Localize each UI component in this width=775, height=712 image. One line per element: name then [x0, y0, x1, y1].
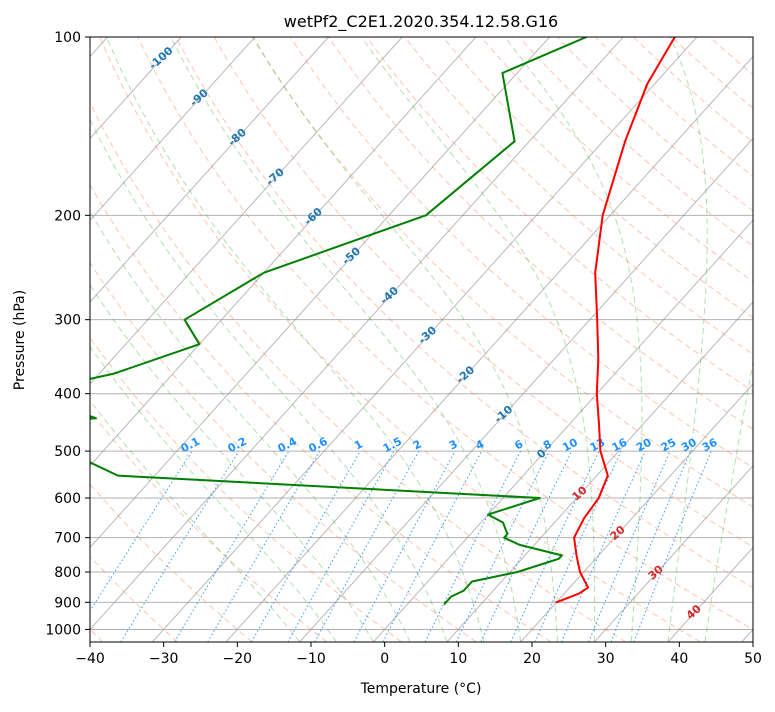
y-tick-label: 100	[54, 30, 81, 46]
x-tick-label: −10	[296, 651, 326, 667]
y-tick-label: 500	[54, 444, 81, 460]
y-tick-label: 900	[54, 595, 81, 611]
x-tick-label: 20	[523, 651, 541, 667]
y-tick-label: 1000	[45, 622, 81, 638]
y-tick-label: 600	[54, 491, 81, 507]
y-tick-label: 700	[54, 531, 81, 547]
y-tick-label: 400	[54, 387, 81, 403]
y-axis-title: Pressure (hPa)	[12, 290, 28, 390]
y-tick-label: 800	[54, 565, 81, 581]
x-tick-label: 50	[744, 651, 762, 667]
y-tick-label: 300	[54, 313, 81, 329]
x-tick-label: 0	[380, 651, 389, 667]
x-tick-label: 30	[597, 651, 615, 667]
x-tick-label: −40	[75, 651, 105, 667]
y-tick-label: 200	[54, 208, 81, 224]
x-tick-label: 10	[449, 651, 467, 667]
x-tick-label: −20	[223, 651, 253, 667]
chart-title: wetPf2_C2E1.2020.354.12.58.G16	[284, 12, 558, 32]
x-axis-title: Temperature (°C)	[360, 681, 482, 697]
x-tick-label: 40	[670, 651, 688, 667]
x-tick-label: −30	[149, 651, 179, 667]
